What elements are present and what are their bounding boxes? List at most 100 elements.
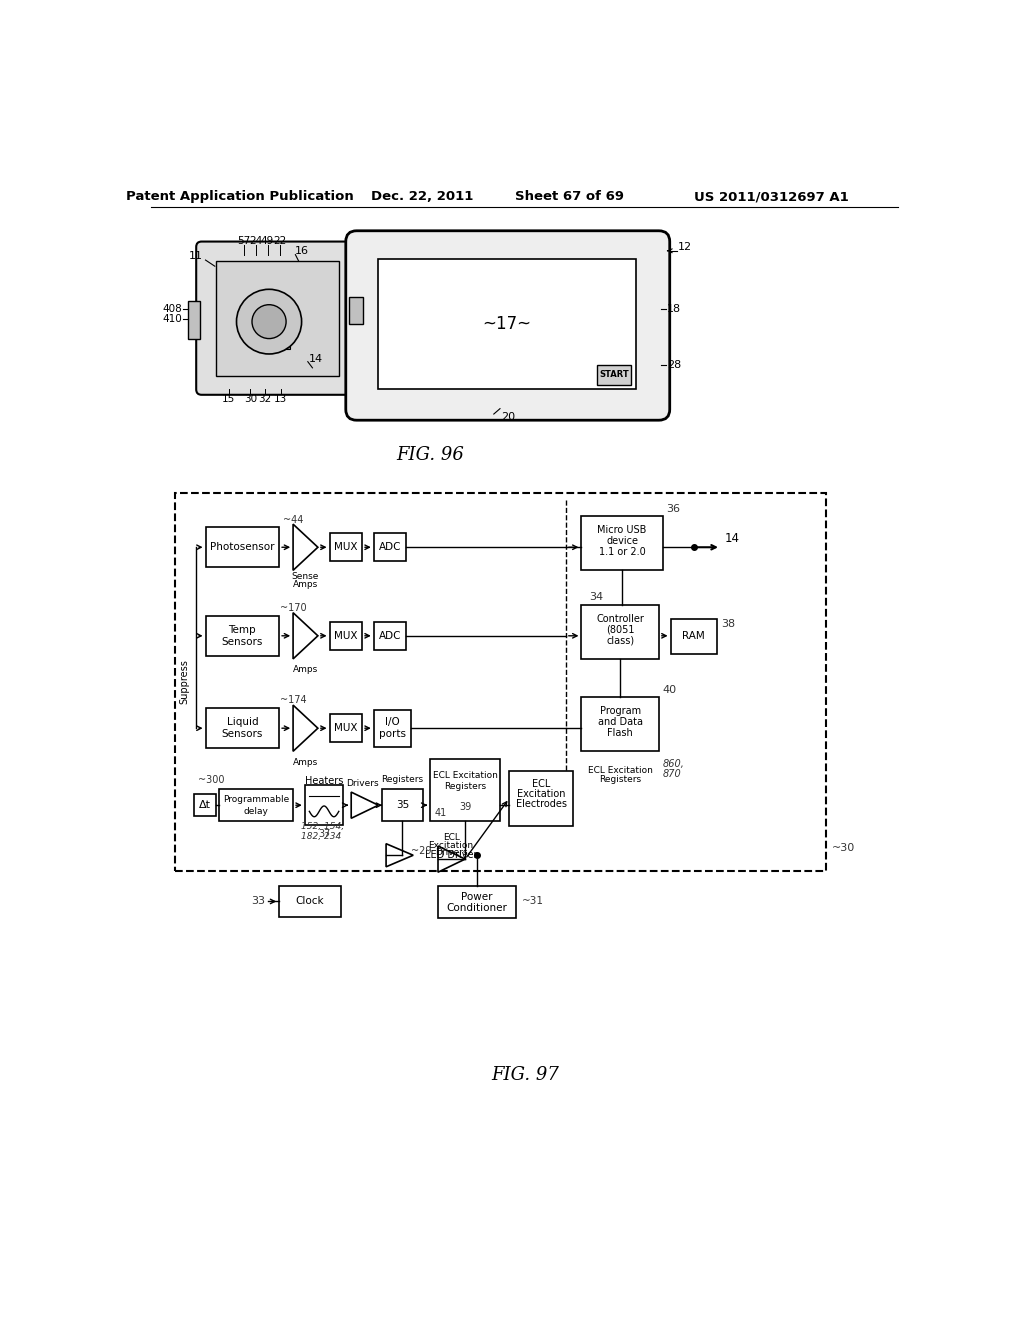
Bar bbox=[330, 622, 362, 649]
Text: ~300: ~300 bbox=[198, 775, 224, 785]
Text: 20: 20 bbox=[501, 412, 515, 422]
Text: 28: 28 bbox=[667, 360, 681, 370]
Bar bbox=[374, 710, 411, 747]
Text: Controller: Controller bbox=[596, 614, 644, 624]
Bar bbox=[206, 527, 280, 568]
Text: Dec. 22, 2011: Dec. 22, 2011 bbox=[372, 190, 474, 203]
Text: class): class) bbox=[606, 635, 634, 645]
Text: ~170: ~170 bbox=[280, 603, 306, 612]
Bar bbox=[582, 516, 663, 570]
Polygon shape bbox=[351, 792, 378, 818]
Text: ECL Excitation: ECL Excitation bbox=[433, 771, 498, 780]
Text: Patent Application Publication: Patent Application Publication bbox=[127, 190, 354, 203]
Text: Photosensor: Photosensor bbox=[210, 543, 274, 552]
Text: Sensors: Sensors bbox=[221, 730, 263, 739]
Text: 1.1 or 2.0: 1.1 or 2.0 bbox=[599, 546, 645, 557]
Text: Sheet 67 of 69: Sheet 67 of 69 bbox=[515, 190, 625, 203]
Text: Conditioner: Conditioner bbox=[446, 903, 507, 912]
Text: ~31: ~31 bbox=[521, 896, 544, 907]
Text: ~17~: ~17~ bbox=[482, 315, 531, 333]
Bar bbox=[216, 261, 339, 376]
Circle shape bbox=[237, 289, 302, 354]
Text: 12: 12 bbox=[678, 242, 692, 252]
Text: Registers: Registers bbox=[599, 775, 641, 784]
Text: Flash: Flash bbox=[607, 727, 633, 738]
Text: Temp: Temp bbox=[228, 624, 256, 635]
Polygon shape bbox=[293, 705, 317, 751]
Polygon shape bbox=[293, 612, 317, 659]
Polygon shape bbox=[438, 846, 465, 873]
Bar bbox=[374, 533, 407, 561]
Text: Drivers: Drivers bbox=[346, 779, 379, 788]
Bar bbox=[273, 330, 290, 348]
Text: ECL: ECL bbox=[442, 833, 460, 842]
Text: Micro USB: Micro USB bbox=[597, 525, 647, 536]
Text: MUX: MUX bbox=[334, 631, 357, 640]
Text: 37: 37 bbox=[317, 829, 331, 840]
Text: ADC: ADC bbox=[379, 631, 401, 640]
Bar bbox=[378, 259, 636, 389]
Text: Amps: Amps bbox=[293, 758, 318, 767]
Text: 410: 410 bbox=[163, 314, 182, 323]
Text: Program: Program bbox=[600, 706, 641, 717]
Text: 870: 870 bbox=[663, 770, 682, 779]
Text: LED Driver: LED Driver bbox=[425, 850, 477, 861]
Bar bbox=[597, 364, 631, 385]
Text: FIG. 96: FIG. 96 bbox=[396, 446, 464, 463]
Bar bbox=[219, 789, 293, 821]
Text: 40: 40 bbox=[663, 685, 677, 694]
Text: Sense: Sense bbox=[292, 572, 319, 581]
Text: 860,: 860, bbox=[663, 759, 685, 770]
FancyBboxPatch shape bbox=[197, 242, 358, 395]
Text: I/O: I/O bbox=[385, 717, 399, 727]
Bar bbox=[349, 297, 362, 323]
Text: 182, 234: 182, 234 bbox=[301, 832, 341, 841]
Text: 30: 30 bbox=[244, 395, 257, 404]
Text: Registers: Registers bbox=[381, 775, 423, 784]
Text: Power: Power bbox=[461, 892, 493, 902]
Text: Sensors: Sensors bbox=[221, 638, 263, 647]
Text: device: device bbox=[606, 536, 638, 546]
Bar bbox=[194, 795, 216, 816]
Text: 34: 34 bbox=[589, 593, 603, 602]
Bar bbox=[305, 785, 343, 825]
Bar bbox=[382, 789, 423, 821]
Bar bbox=[330, 533, 362, 561]
Text: 32: 32 bbox=[258, 395, 271, 404]
Text: Heaters: Heaters bbox=[305, 776, 343, 785]
Text: ECL: ECL bbox=[531, 779, 550, 789]
Text: 24: 24 bbox=[249, 236, 262, 246]
Text: 13: 13 bbox=[274, 395, 288, 404]
Text: Electrodes: Electrodes bbox=[515, 800, 566, 809]
Bar bbox=[187, 301, 200, 339]
Text: Amps: Amps bbox=[293, 579, 318, 589]
Text: 16: 16 bbox=[295, 246, 308, 256]
Text: ADC: ADC bbox=[379, 543, 401, 552]
Bar bbox=[330, 714, 362, 742]
Text: ~29: ~29 bbox=[412, 846, 432, 857]
Text: 49: 49 bbox=[261, 236, 274, 246]
Text: 15: 15 bbox=[222, 395, 236, 404]
Text: Drivers: Drivers bbox=[435, 849, 468, 858]
Polygon shape bbox=[386, 843, 414, 867]
Text: 33: 33 bbox=[251, 896, 265, 907]
Text: 38: 38 bbox=[721, 619, 735, 630]
Text: Excitation: Excitation bbox=[429, 841, 474, 850]
Text: 14: 14 bbox=[725, 532, 739, 545]
Text: 41: 41 bbox=[434, 808, 446, 818]
Text: 11: 11 bbox=[189, 251, 203, 261]
Polygon shape bbox=[293, 524, 317, 570]
Bar bbox=[174, 494, 825, 871]
Text: Excitation: Excitation bbox=[517, 789, 565, 800]
Text: Registers: Registers bbox=[444, 783, 486, 791]
Circle shape bbox=[252, 305, 286, 339]
Text: and Data: and Data bbox=[598, 717, 643, 727]
Text: 14: 14 bbox=[308, 354, 323, 363]
Text: ports: ports bbox=[379, 730, 406, 739]
Text: 57: 57 bbox=[238, 236, 251, 246]
Text: ECL Excitation: ECL Excitation bbox=[588, 766, 652, 775]
Text: START: START bbox=[599, 371, 629, 379]
Text: 36: 36 bbox=[667, 504, 681, 513]
Text: US 2011/0312697 A1: US 2011/0312697 A1 bbox=[694, 190, 849, 203]
Bar bbox=[430, 759, 500, 821]
